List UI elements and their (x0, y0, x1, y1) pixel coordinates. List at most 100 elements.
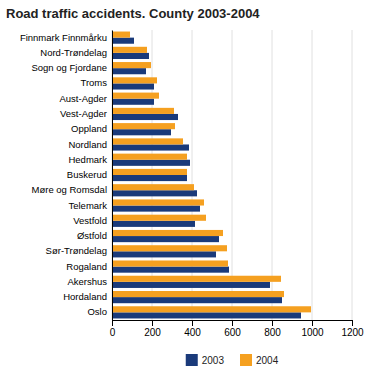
bar (112, 144, 189, 150)
legend-item: 2003 (186, 354, 225, 366)
legend-label: 2003 (202, 355, 225, 366)
y-tick-label: Akershus (67, 276, 107, 287)
x-axis: 0 200 400 600 800 1000 1200 (110, 320, 364, 338)
y-tick: Hordaland (63, 291, 112, 302)
y-tick-label: Aust-Agder (59, 93, 107, 104)
bar (112, 215, 206, 221)
bar (112, 62, 151, 68)
grid-line (352, 30, 353, 320)
x-tick-mark (312, 320, 313, 326)
series (112, 32, 311, 313)
bar (112, 276, 281, 282)
legend-swatch (240, 354, 252, 366)
bar (112, 184, 194, 190)
x-tick: 1200 (341, 320, 364, 338)
y-tick: Møre og Romsdal (32, 184, 113, 195)
bar (112, 221, 195, 227)
y-tick-label: Sør-Trøndelag (46, 245, 107, 256)
bar (112, 32, 130, 38)
y-tick: Sør-Trøndelag (46, 245, 112, 256)
y-tick: Troms (80, 77, 112, 88)
y-tick-label: Finnmark Finnmårku (20, 32, 107, 43)
y-axis-line (112, 31, 113, 321)
bar (112, 297, 282, 303)
bar (112, 123, 175, 129)
bar (112, 68, 146, 74)
y-tick: Hedmark (68, 154, 112, 165)
bar (112, 169, 187, 175)
y-tick-label: Oppland (71, 123, 107, 134)
y-tick-label: Hordaland (63, 291, 107, 302)
y-tick: Østfold (77, 230, 112, 241)
x-tick-label: 200 (144, 327, 161, 338)
x-tick-label: 400 (184, 327, 201, 338)
y-tick: Rogaland (66, 261, 112, 272)
x-tick-label: 800 (264, 327, 281, 338)
bars (112, 32, 311, 319)
chart: Road traffic accidents. County 2003-2004… (0, 0, 368, 372)
y-tick-label: Buskerud (67, 169, 107, 180)
x-tick: 600 (224, 320, 241, 338)
y-tick-label: Hedmark (68, 154, 107, 165)
x-tick-label: 1200 (341, 327, 364, 338)
y-tick-label: Østfold (77, 230, 107, 241)
bar (112, 251, 216, 257)
bar (112, 114, 178, 120)
bar (112, 306, 311, 312)
bar (112, 99, 154, 105)
y-tick: Sogn og Fjordane (31, 62, 112, 73)
legend-item: 2004 (240, 354, 279, 366)
y-tick: Buskerud (67, 169, 112, 180)
x-tick-mark (232, 320, 233, 326)
bar (112, 108, 174, 114)
y-tick: Telemark (68, 200, 112, 211)
y-tick: Finnmark Finnmårku (20, 32, 112, 43)
bar (112, 47, 147, 53)
y-tick: Vestfold (73, 215, 112, 226)
y-tick-label: Nord-Trøndelag (40, 47, 107, 58)
x-tick-label: 1000 (301, 327, 324, 338)
bar (112, 291, 284, 297)
y-tick-label: Troms (80, 77, 107, 88)
y-tick-label: Rogaland (66, 261, 107, 272)
y-tick: Akershus (67, 276, 112, 287)
y-tick-label: Telemark (68, 200, 107, 211)
bar (112, 154, 187, 160)
legend-swatch (186, 354, 198, 366)
bar (112, 236, 219, 242)
bar (112, 245, 227, 251)
y-tick: Aust-Agder (59, 93, 112, 104)
x-tick: 0 (110, 320, 116, 338)
bar (112, 230, 223, 236)
x-tick: 1000 (301, 320, 324, 338)
y-tick-label: Sogn og Fjordane (31, 62, 107, 73)
bar (112, 260, 228, 266)
bar (112, 160, 190, 166)
bar (112, 267, 229, 273)
bar (112, 77, 157, 83)
x-tick-mark (272, 320, 273, 326)
x-tick: 800 (264, 320, 281, 338)
bar (112, 206, 200, 212)
x-axis-line (113, 321, 353, 327)
bar (112, 282, 270, 288)
y-tick: Nordland (68, 139, 112, 150)
bar (112, 83, 154, 89)
x-tick: 200 (144, 320, 161, 338)
bar (112, 138, 183, 144)
x-tick-mark (152, 320, 153, 326)
y-tick-label: Vest-Agder (60, 108, 107, 119)
bar (112, 312, 301, 318)
title: Road traffic accidents. County 2003-2004 (6, 6, 260, 21)
x-tick: 400 (184, 320, 201, 338)
x-tick-mark (352, 320, 353, 326)
bar (112, 175, 187, 181)
bar (112, 190, 197, 196)
legend: 2003 2004 (186, 354, 279, 366)
x-tick-mark (192, 320, 193, 326)
bar (112, 38, 134, 44)
x-tick-label: 600 (224, 327, 241, 338)
grid-line (112, 30, 113, 320)
y-tick-label: Oslo (87, 306, 107, 317)
y-tick: Oslo (87, 306, 112, 317)
